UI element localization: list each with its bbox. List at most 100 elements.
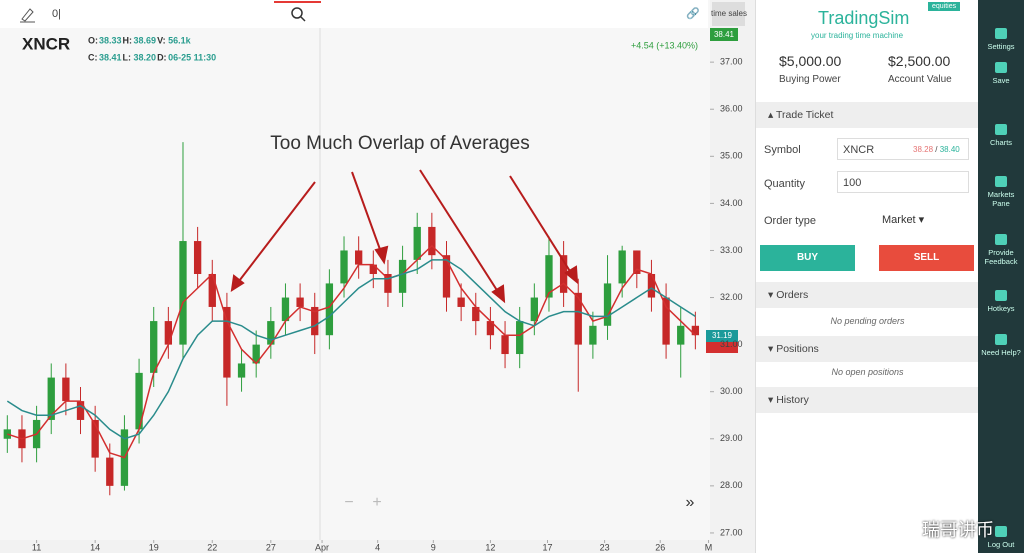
sidebar-icon [995,176,1007,187]
candle-body [647,274,656,298]
orders-empty: No pending orders [830,316,905,326]
y-tick-label: 36.00 [720,104,743,114]
annotation-arrows [230,169,579,304]
y-tick-label: 32.00 [720,292,743,302]
candle-body [164,321,173,345]
positions-title: Positions [776,343,819,355]
candle-body [384,274,392,293]
y-tick-label: 37.00 [720,57,743,67]
candle-body [413,226,421,260]
sidebar-label: Need Help? [981,348,1021,357]
x-axis-area [0,540,755,553]
sidebar-icon [995,526,1007,537]
average-tag-2 [706,342,738,353]
x-tick-label: Apr [315,542,329,552]
quote-separator: / [935,145,938,154]
candle-body [150,321,158,373]
candle-body [559,255,568,293]
sidebar: Settings Save Charts Markets Pane Provide Fe… [978,0,1024,553]
sidebar-item[interactable]: Provide Feedback [978,234,1024,266]
y-tick-label: 35.00 [720,151,743,161]
candle-body [193,241,202,275]
x-tick-label: 27 [266,542,276,552]
history-title: History [776,394,809,406]
bid: 38.28 [913,145,934,154]
zoom-in[interactable]: + [372,494,381,511]
buying-power: $5,000.00 [779,53,842,69]
toolbar [0,0,708,28]
sidebar-item[interactable]: Charts [978,124,1024,147]
x-tick-label: 26 [655,542,665,552]
candle-body [281,297,290,322]
sidebar-item[interactable]: Save [978,62,1024,85]
orders-title: Orders [776,289,809,301]
sidebar-label: Provide Feedback [984,248,1018,266]
order-type-label: Order type [764,215,816,227]
quantity-value: 100 [843,177,862,189]
candle-body [501,335,509,355]
candle-body [618,250,626,284]
x-tick-label: 19 [149,542,159,552]
sidebar-item[interactable]: Log Out [978,526,1024,549]
positions-header[interactable]: ▾ Positions [756,336,979,362]
x-tick-label: 11 [32,542,41,552]
sidebar-item[interactable]: Need Help? [978,334,1024,357]
search-input[interactable]: 0| [52,8,61,20]
candle-body [574,292,582,345]
x-tick-label: 4 [375,542,380,552]
y-tick-label: 27.00 [720,527,743,537]
trade-ticket-header[interactable]: ▴ Trade Ticket [756,102,979,128]
draw-icon[interactable] [20,8,35,23]
scroll-right[interactable]: » [686,494,695,511]
candle-body [428,226,436,256]
average-tag-label: 31.19 [712,331,733,340]
x-tick-label: 23 [600,542,610,552]
symbol-label: Symbol [764,144,801,156]
candle-body [472,306,480,322]
candle-body [340,250,348,284]
moving-average [7,244,696,459]
order-type-select[interactable]: Market ▾ [882,214,925,226]
candle-body [486,321,495,336]
candle-body [633,250,641,275]
quantity-input[interactable]: 100 [837,171,969,193]
search-icon [300,16,306,22]
sell-button[interactable]: SELL [879,245,974,271]
y-tick-label: 30.00 [720,386,743,396]
candle-body [677,325,685,345]
zoom-out[interactable]: − [344,494,353,511]
candle-body [296,297,304,307]
candle-body [545,255,553,298]
buy-button[interactable]: BUY [760,245,855,271]
sidebar-icon [995,62,1007,73]
watermark: 瑞哥讲币 [922,520,994,540]
symbol-input[interactable]: XNCR 38.28 / 38.40 [837,138,969,160]
sidebar-item[interactable]: Markets Pane [978,176,1024,208]
y-tick-label: 28.00 [720,480,743,490]
price-tag-label: 38.41 [714,30,735,39]
candle-body [179,241,187,345]
candle-body [237,363,246,378]
sidebar-label: Save [992,76,1010,85]
history-header[interactable]: ▾ History [756,387,979,413]
x-tick-label: M [705,542,713,552]
candle-body [457,297,465,307]
sidebar-label: Hotkeys [987,304,1015,313]
ask: 38.40 [939,145,960,154]
ohlc-label: C: [88,52,98,62]
orders-header[interactable]: ▾ Orders [756,282,979,308]
y-tick-label: 29.00 [720,433,743,443]
link-icon[interactable]: 🔗 [686,6,700,20]
sidebar-item[interactable]: Hotkeys [978,290,1024,313]
ohlc-label: D: [157,52,167,62]
price-tag [710,28,738,41]
sidebar-item[interactable]: Settings [978,28,1024,51]
time-sales-button[interactable] [712,2,745,26]
search-icon[interactable] [291,7,303,19]
sidebar-icon [995,290,1007,301]
candle-body [589,325,597,345]
ohlc-label: L: [123,52,132,62]
candle-body [76,401,85,420]
sidebar-icon [995,234,1007,245]
